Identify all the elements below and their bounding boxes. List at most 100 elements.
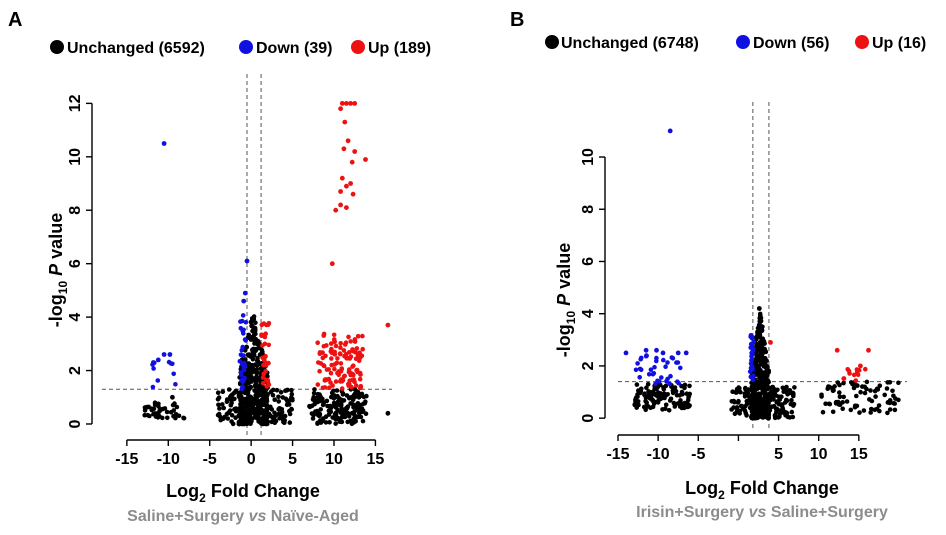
down-point — [670, 356, 676, 361]
legend-up-label-a: Up (189) — [368, 40, 431, 57]
unchanged-point — [272, 420, 278, 426]
unchanged-point — [261, 400, 267, 406]
up-point — [338, 189, 343, 194]
up-point — [350, 364, 355, 369]
unchanged-point — [360, 409, 365, 415]
unchanged-point — [890, 388, 895, 394]
panel-b-y-tick-label: 2 — [580, 361, 597, 370]
up-point — [360, 333, 365, 339]
unchanged-point — [360, 418, 366, 424]
up-point — [344, 101, 349, 106]
unchanged-point — [787, 390, 792, 396]
unchanged-point — [874, 406, 880, 412]
unchanged-point — [885, 410, 890, 416]
unchanged-point — [215, 397, 221, 402]
unchanged-point — [756, 365, 761, 370]
up-point — [261, 321, 267, 326]
unchanged-point — [233, 406, 239, 411]
down-point — [243, 320, 249, 325]
unchanged-point — [327, 420, 332, 425]
up-point — [360, 346, 366, 352]
unchanged-point — [241, 409, 247, 415]
unchanged-point — [643, 395, 649, 401]
legend-unchanged-label-b: Unchanged (6748) — [561, 35, 699, 52]
unchanged-point — [255, 359, 261, 364]
up-point — [342, 119, 348, 125]
unchanged-point — [743, 392, 748, 398]
down-point — [748, 365, 754, 371]
unchanged-point — [674, 392, 680, 398]
unchanged-point — [253, 388, 258, 394]
unchanged-point — [272, 397, 278, 403]
unchanged-point — [340, 391, 346, 397]
unchanged-point — [864, 379, 870, 385]
unchanged-point — [331, 396, 337, 401]
unchanged-point — [229, 419, 234, 424]
down-point — [242, 290, 248, 296]
panel-b-y-tick-label: 10 — [580, 148, 597, 166]
unchanged-point — [893, 396, 898, 401]
unchanged-point — [257, 403, 262, 408]
up-point — [328, 341, 334, 346]
unchanged-point — [283, 396, 289, 402]
down-point — [654, 355, 659, 361]
panel-b-x-tick-label: -5 — [691, 446, 705, 463]
panel-b-x-tick-label: 10 — [810, 446, 828, 463]
unchanged-point — [778, 402, 784, 407]
unchanged-point — [835, 380, 841, 385]
up-point — [348, 101, 353, 106]
unchanged-point — [289, 406, 294, 412]
unchanged-point — [634, 405, 639, 410]
up-point — [339, 175, 345, 181]
panel-a-plot-area: -15 -10 -5 0 5 10 15 0 2 4 6 8 10 12 — [67, 74, 392, 468]
unchanged-point — [876, 403, 882, 408]
unchanged-point — [172, 414, 178, 419]
unchanged-point — [264, 407, 270, 413]
unchanged-point — [248, 337, 254, 342]
down-point — [678, 365, 683, 371]
panel-a-points — [142, 101, 391, 427]
up-point — [333, 207, 339, 213]
panel-a-y-tick-label: 8 — [67, 206, 84, 215]
unchanged-point — [636, 390, 642, 396]
up-point — [346, 334, 351, 340]
legend-down-label-b: Down (56) — [753, 35, 829, 52]
up-point — [358, 383, 364, 389]
unchanged-point — [653, 393, 659, 398]
unchanged-point — [896, 380, 901, 386]
unchanged-point — [320, 416, 326, 421]
unchanged-point — [249, 370, 255, 375]
up-point — [352, 149, 358, 154]
up-point — [341, 146, 347, 152]
panel-a-letter: A — [8, 9, 22, 31]
unchanged-point — [181, 415, 187, 421]
unchanged-point — [634, 382, 640, 387]
up-point — [339, 386, 345, 391]
unchanged-point — [644, 385, 649, 391]
down-point — [155, 357, 161, 363]
unchanged-point — [329, 404, 335, 409]
unchanged-point — [852, 404, 858, 410]
unchanged-point — [249, 316, 255, 321]
unchanged-point — [277, 406, 282, 411]
unchanged-point — [648, 396, 653, 401]
down-point — [667, 128, 673, 134]
unchanged-point — [687, 383, 692, 389]
unchanged-point — [854, 393, 859, 399]
up-point — [853, 378, 859, 383]
unchanged-point — [774, 409, 779, 415]
unchanged-point — [315, 420, 321, 426]
unchanged-point — [762, 348, 768, 354]
down-point — [171, 371, 176, 377]
up-point — [346, 367, 352, 372]
down-point — [635, 361, 640, 366]
unchanged-point — [655, 400, 661, 405]
down-point — [651, 371, 657, 376]
up-point — [355, 333, 361, 339]
panel-a-legend: Unchanged (6592) Down (39) Up (189) — [50, 40, 431, 57]
unchanged-point — [276, 394, 281, 400]
up-point — [344, 205, 349, 211]
unchanged-point — [269, 407, 275, 412]
unchanged-point — [765, 392, 770, 398]
